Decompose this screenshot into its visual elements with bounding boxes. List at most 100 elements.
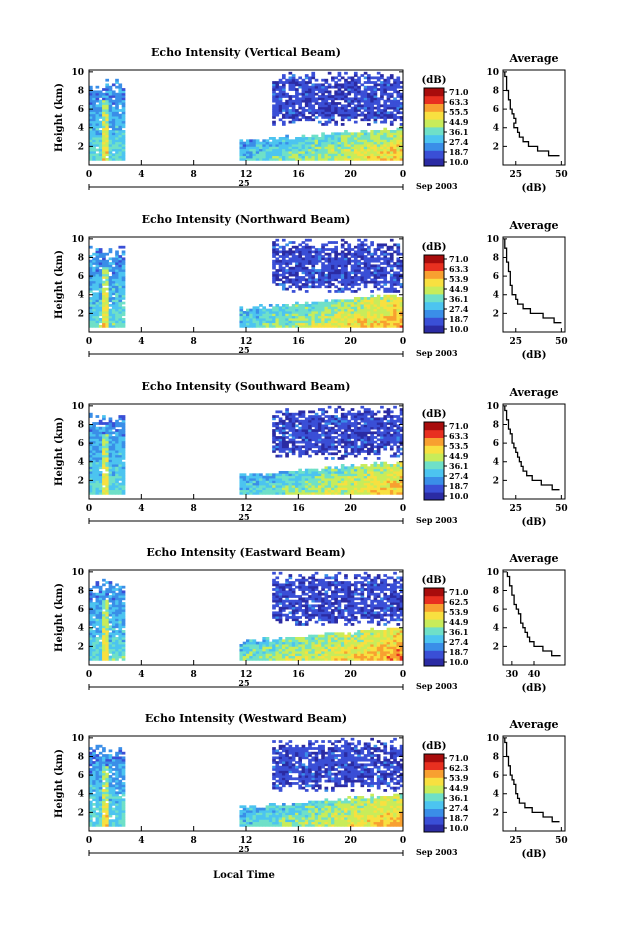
heatmap-cell	[259, 478, 263, 481]
heatmap-cell	[89, 632, 93, 636]
heatmap-cell	[304, 250, 309, 254]
heatmap-cell	[360, 436, 365, 439]
heatmap-cell	[321, 276, 325, 279]
heatmap-cell	[396, 308, 401, 312]
heatmap-cell	[334, 155, 338, 159]
heatmap-cell	[357, 106, 361, 110]
heatmap-cell	[268, 484, 273, 488]
heatmap-cell	[304, 104, 309, 108]
heatmap-cell	[327, 283, 332, 286]
heatmap-cell	[370, 116, 374, 119]
heatmap-cell	[373, 417, 378, 421]
heatmap-cell	[376, 299, 381, 303]
heatmap-cell	[288, 424, 293, 428]
heatmap-cell	[121, 320, 126, 324]
heatmap-cell	[105, 259, 110, 263]
heatmap-cell	[281, 273, 286, 277]
heatmap-cell	[370, 320, 374, 324]
heatmap-cell	[340, 97, 345, 101]
heatmap-cell	[340, 144, 345, 147]
heatmap-cell	[301, 92, 306, 96]
heatmap-cell	[353, 148, 358, 152]
heatmap-cell	[327, 248, 332, 251]
heatmap-cell	[92, 280, 96, 284]
heatmap-cell	[118, 473, 123, 477]
heatmap-cell	[288, 250, 293, 254]
heatmap-cell	[118, 482, 123, 486]
heatmap-cell	[311, 83, 316, 87]
y-tick-label: 10	[71, 402, 84, 412]
heatmap-cell	[380, 301, 384, 305]
heatmap-cell	[89, 245, 93, 249]
heatmap-cell	[288, 412, 293, 416]
heatmap-cell	[389, 433, 394, 437]
heatmap-cell	[317, 306, 322, 310]
heatmap-cell	[298, 276, 302, 279]
heatmap-cell	[360, 141, 365, 145]
heatmap-cell	[111, 259, 116, 263]
heatmap-cell	[98, 306, 103, 310]
heatmap-cell	[298, 141, 302, 145]
heatmap-cell	[308, 88, 312, 91]
heatmap-cell	[92, 473, 96, 477]
heatmap-cell	[102, 269, 106, 272]
heatmap-cell	[367, 88, 371, 91]
heatmap-cell	[353, 141, 358, 145]
heatmap-cell	[118, 311, 123, 314]
heatmap-cell	[92, 294, 96, 298]
heatmap-cell	[311, 109, 316, 112]
heatmap-cell	[89, 320, 93, 324]
heatmap-cell	[111, 130, 116, 133]
heatmap-cell	[281, 436, 286, 439]
heatmap-cell	[360, 280, 365, 284]
heatmap-cell	[111, 646, 116, 650]
heatmap-cell	[288, 324, 293, 328]
heatmap-cell	[317, 484, 322, 488]
heatmap-cell	[337, 417, 342, 421]
heatmap-cell	[275, 491, 280, 495]
heatmap-cell	[311, 146, 316, 150]
heatmap-cell	[298, 317, 302, 321]
heatmap-cell	[102, 280, 106, 284]
heatmap-cell	[252, 148, 257, 152]
heatmap-cell	[324, 243, 329, 247]
heatmap-cell	[281, 419, 286, 423]
heatmap-cell	[118, 468, 123, 472]
heatmap-cell	[367, 419, 371, 423]
heatmap-cell	[321, 440, 325, 444]
heatmap-cell	[108, 583, 113, 587]
heatmap-cell	[393, 324, 397, 328]
colorbar-tick-label: 71.0	[449, 254, 469, 264]
heatmap-cell	[89, 313, 93, 317]
heatmap-cell	[89, 648, 93, 652]
heatmap-cell	[108, 491, 113, 495]
heatmap-cell	[304, 301, 309, 305]
heatmap-cell	[367, 78, 371, 82]
heatmap-cell	[268, 487, 273, 491]
heatmap-cell	[288, 120, 293, 124]
heatmap-cell	[311, 417, 316, 421]
heatmap-cell	[295, 484, 299, 488]
heatmap-cell	[311, 106, 316, 110]
heatmap-cell	[111, 109, 116, 112]
heatmap-cell	[331, 489, 335, 493]
heatmap-cell	[344, 424, 348, 428]
heatmap-cell	[321, 148, 325, 152]
heatmap-cell	[298, 311, 302, 314]
heatmap-cell	[376, 132, 381, 136]
heatmap-cell	[324, 102, 329, 105]
heatmap-cell	[353, 283, 358, 286]
heatmap-cell	[105, 252, 110, 256]
heatmap-cell	[373, 491, 378, 495]
heatmap-cell	[389, 106, 394, 110]
heatmap-cell	[275, 153, 280, 157]
heatmap-cell	[291, 412, 296, 416]
heatmap-cell	[367, 104, 371, 108]
heatmap-cell	[373, 111, 378, 115]
heatmap-cell	[396, 489, 401, 493]
heatmap-cell	[340, 264, 345, 268]
heatmap-cell	[291, 290, 296, 293]
heatmap-cell	[393, 118, 397, 122]
heatmap-cell	[95, 123, 100, 126]
heatmap-cell	[281, 322, 286, 326]
